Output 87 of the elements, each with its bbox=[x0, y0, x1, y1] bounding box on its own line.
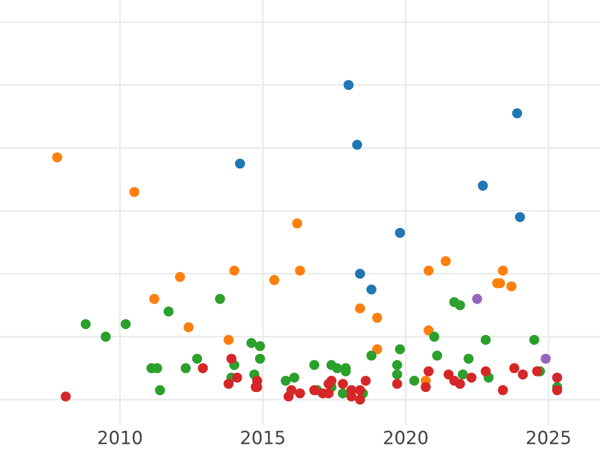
point bbox=[454, 300, 466, 310]
point bbox=[254, 354, 266, 364]
x-tick-label: 2015 bbox=[241, 430, 284, 444]
point bbox=[149, 294, 160, 304]
point bbox=[164, 306, 174, 317]
point bbox=[514, 212, 526, 222]
point bbox=[226, 354, 236, 364]
point bbox=[552, 372, 562, 383]
point bbox=[409, 376, 420, 386]
point bbox=[392, 378, 402, 389]
point bbox=[424, 366, 434, 376]
point bbox=[280, 376, 291, 386]
point bbox=[458, 369, 468, 380]
point bbox=[509, 363, 520, 374]
point bbox=[540, 354, 551, 364]
point bbox=[444, 369, 454, 380]
point bbox=[498, 266, 508, 276]
point bbox=[224, 378, 234, 389]
point bbox=[80, 319, 91, 330]
point bbox=[372, 344, 382, 354]
point bbox=[394, 228, 406, 238]
point bbox=[354, 385, 366, 396]
point bbox=[198, 363, 208, 374]
point bbox=[234, 158, 246, 169]
point bbox=[214, 294, 226, 304]
point bbox=[344, 80, 354, 90]
point bbox=[332, 363, 342, 374]
point bbox=[532, 366, 542, 376]
point bbox=[420, 382, 431, 392]
x-tick-label: 2020 bbox=[384, 430, 428, 444]
point bbox=[440, 256, 451, 266]
point bbox=[246, 338, 256, 348]
point bbox=[100, 332, 111, 342]
point bbox=[506, 281, 516, 292]
point bbox=[424, 325, 434, 336]
point bbox=[354, 268, 366, 279]
point bbox=[372, 312, 382, 323]
point bbox=[180, 363, 191, 374]
point bbox=[338, 388, 348, 398]
point bbox=[174, 272, 186, 282]
point bbox=[284, 391, 294, 402]
point bbox=[392, 360, 402, 370]
point bbox=[480, 366, 491, 376]
point bbox=[52, 152, 62, 162]
point bbox=[232, 372, 242, 383]
point bbox=[472, 294, 482, 304]
point bbox=[60, 391, 71, 402]
point bbox=[366, 350, 376, 361]
point bbox=[498, 385, 508, 396]
point bbox=[454, 378, 466, 389]
point bbox=[292, 218, 302, 228]
point bbox=[480, 334, 491, 345]
point bbox=[129, 186, 140, 197]
point bbox=[354, 303, 366, 314]
point bbox=[269, 275, 280, 286]
point bbox=[552, 385, 562, 396]
point bbox=[512, 108, 522, 118]
x-tick-label: 2025 bbox=[526, 430, 570, 444]
point bbox=[424, 266, 434, 276]
point bbox=[309, 360, 320, 370]
point bbox=[429, 332, 440, 342]
point bbox=[478, 180, 488, 191]
point bbox=[392, 369, 402, 380]
point bbox=[354, 394, 366, 405]
point bbox=[289, 372, 300, 383]
point bbox=[464, 354, 474, 364]
point bbox=[338, 378, 348, 389]
point bbox=[254, 341, 266, 352]
x-tick-label: 2010 bbox=[98, 430, 142, 444]
point bbox=[366, 284, 376, 294]
point bbox=[154, 385, 166, 396]
point bbox=[360, 376, 371, 386]
point bbox=[352, 140, 362, 150]
point bbox=[324, 378, 334, 389]
point bbox=[432, 350, 442, 361]
point bbox=[120, 319, 131, 330]
point bbox=[184, 322, 194, 332]
point bbox=[309, 385, 320, 396]
point bbox=[192, 354, 202, 364]
point bbox=[529, 334, 540, 345]
point bbox=[294, 266, 306, 276]
point bbox=[466, 372, 476, 383]
point bbox=[518, 369, 528, 380]
point bbox=[224, 334, 234, 345]
point bbox=[229, 266, 240, 276]
point bbox=[394, 344, 406, 354]
point bbox=[294, 388, 306, 398]
